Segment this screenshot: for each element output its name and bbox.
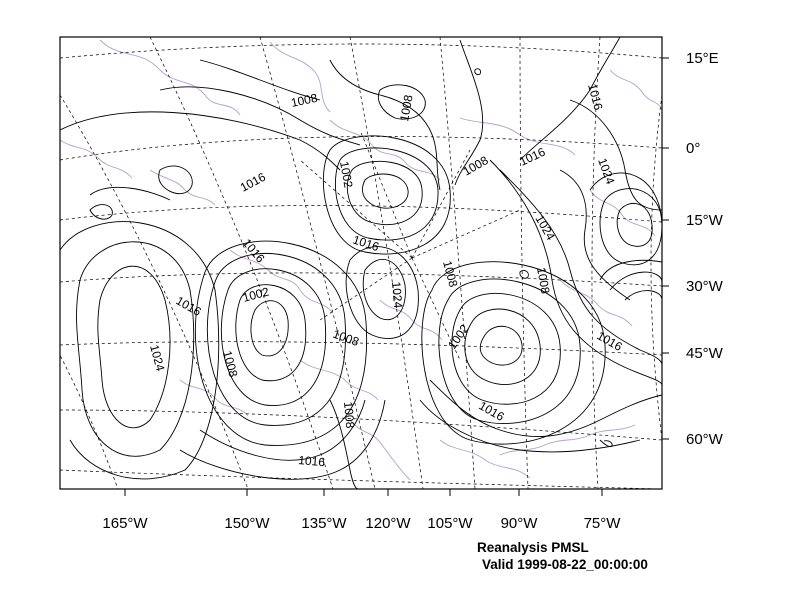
caption-title: Reanalysis PMSL: [477, 540, 589, 555]
caption-valid-time: Valid 1999-08-22_00:00:00: [482, 557, 648, 572]
lat-label: 15°W: [686, 212, 724, 229]
lat-label: 15°E: [686, 50, 719, 67]
lat-label: 0°: [686, 140, 700, 157]
lat-label: 30°W: [686, 278, 724, 295]
lon-label: 90°W: [501, 515, 539, 532]
contour-label: 1024: [595, 156, 617, 186]
contour-label: 1008: [331, 327, 361, 349]
contour-label: 1002: [241, 284, 271, 305]
contour-label: 1002: [337, 160, 355, 189]
contour-label: 1008: [341, 401, 357, 429]
contour-label: 1016: [298, 453, 326, 469]
contour-label: 1008: [440, 259, 461, 289]
lon-label: 75°W: [584, 515, 622, 532]
contour-label: 1008: [461, 153, 491, 179]
lat-labels: 15°E 0° 15°W 30°W 45°W 60°W: [686, 50, 724, 448]
pressure-contours: [60, 37, 662, 489]
lon-label: 105°W: [427, 515, 473, 532]
contour-label: 1024: [532, 213, 558, 243]
contour-label: 1016: [517, 145, 547, 169]
contour-label: 1024: [389, 281, 405, 309]
lon-label: 120°W: [365, 515, 411, 532]
plot-frame: [59, 36, 663, 490]
lat-label: 45°W: [686, 345, 724, 362]
contour-label: 1016: [174, 293, 204, 319]
graticule: [60, 37, 662, 489]
contour-label: 1008: [220, 349, 241, 379]
contour-label: 1024: [147, 343, 168, 373]
contour-label: 1016: [351, 233, 381, 255]
lat-ticks: [662, 57, 669, 440]
coastlines: [60, 39, 662, 481]
lon-ticks: [124, 489, 603, 496]
contour-label: 1008: [534, 266, 552, 295]
contour-label: 1008: [397, 93, 415, 122]
contour-label: 1016: [595, 328, 625, 354]
lon-label: 135°W: [301, 515, 347, 532]
contour-label: 1008: [290, 91, 319, 110]
contour-label: 1016: [477, 398, 507, 424]
contour-label: 1002: [445, 322, 472, 352]
contour-label: 1016: [238, 170, 268, 195]
contour-label: 1016: [585, 82, 606, 112]
lon-labels: 165°W 150°W 135°W 120°W 105°W 90°W 75°W: [102, 515, 621, 532]
lon-label: 150°W: [224, 515, 270, 532]
lat-label: 60°W: [686, 431, 724, 448]
contour-label: 1016: [240, 236, 268, 266]
lon-label: 165°W: [102, 515, 148, 532]
